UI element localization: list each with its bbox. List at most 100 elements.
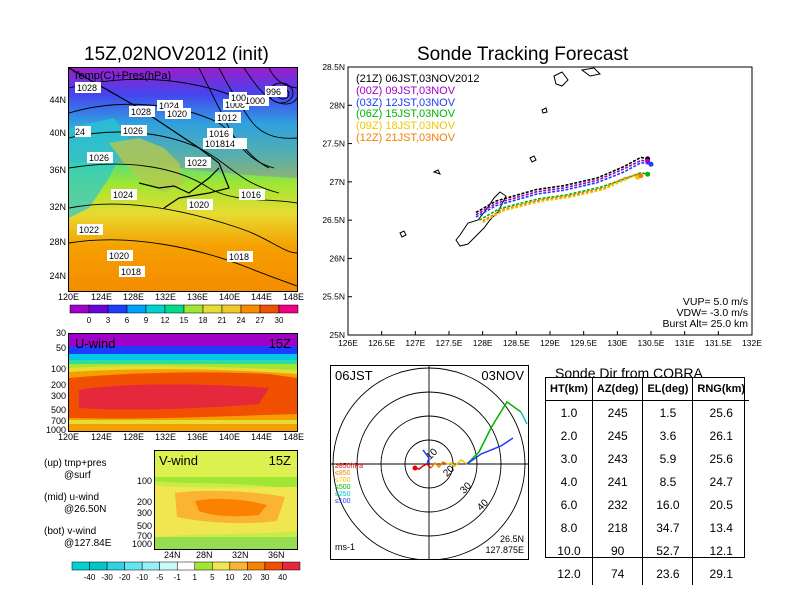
table-cell: 4.0 <box>560 474 578 489</box>
table-cell: 3.6 <box>642 424 693 447</box>
left-map-xticks: 120E 124E 128E 132E 136E 140E 144E 148E <box>58 292 305 302</box>
table-cell: 6.0 <box>560 497 578 512</box>
polar-level-legend: ≥850hPa ≤850 ≤700 ≤500 ≤250 ≤100 <box>335 463 363 505</box>
sonde-table-header: HT(km) AZ(deg) EL(deg) RNG(km) <box>546 378 750 401</box>
y-tick-label: 25N <box>329 330 345 340</box>
colorbar-swatch <box>212 561 231 571</box>
table-cell: 8.5 <box>642 470 693 493</box>
svg-text:1016: 1016 <box>209 129 229 139</box>
table-cell: 90 <box>591 539 643 562</box>
tracking-title: Sonde Tracking Forecast <box>417 44 629 65</box>
colorbar-swatch <box>183 304 204 314</box>
colorbar-swatch <box>88 304 109 314</box>
colorbar-swatch <box>141 561 160 571</box>
svg-text:14: 14 <box>225 139 235 149</box>
svg-text:1012: 1012 <box>217 113 237 123</box>
x-tick-label: 129E <box>540 338 560 348</box>
table-cell: 25.6 <box>692 400 750 424</box>
legend-06z: (06Z) 15JST,03NOV <box>356 108 456 121</box>
polar-date: 03NOV <box>481 368 524 383</box>
colorbar-label: 40 <box>278 573 287 582</box>
colorbar-swatch <box>264 561 283 571</box>
colorbar-swatch <box>159 561 178 571</box>
x-tick-label: 128E <box>473 338 493 348</box>
table-cell: 52.7 <box>642 539 693 562</box>
temperature-pressure-map-svg: 1028 24 1028 1024 1020 1026 1026 1024 10… <box>69 68 297 291</box>
u-wind-time: 15Z <box>268 336 291 351</box>
table-cell: 243 <box>591 447 643 470</box>
sonde-table: HT(km) AZ(deg) EL(deg) RNG(km) 1.0 245 1.5… <box>545 377 750 585</box>
x-tick-label: 129.5E <box>570 338 597 348</box>
track-series-line <box>482 174 638 224</box>
x-tick-label: 130E <box>607 338 627 348</box>
table-cell: 5.9 <box>642 447 693 470</box>
table-row: 8.0 218 34.7 13.4 <box>546 516 750 539</box>
table-cell: 8.0 <box>560 520 578 535</box>
polar-lon: 127.875E <box>485 545 524 555</box>
polar-time: 06JST <box>335 368 373 383</box>
table-cell: 245 <box>591 424 643 447</box>
colorbar-swatch <box>124 561 143 571</box>
x-tick-label: 131E <box>675 338 695 348</box>
colorbar-label: -40 <box>84 573 96 582</box>
x-tick-label: 128.5E <box>503 338 530 348</box>
colorbar-label: 0 <box>87 316 92 325</box>
table-row: 6.0 232 16.0 20.5 <box>546 493 750 516</box>
temperature-colorbar: 0 3 6 9 12 15 18 21 24 27 30 <box>69 304 299 325</box>
svg-text:1020: 1020 <box>189 200 209 210</box>
colorbar-label: 5 <box>210 573 215 582</box>
colorbar-label: -30 <box>101 573 113 582</box>
colorbar-label: 18 <box>199 316 208 325</box>
table-row: 3.0 243 5.9 25.6 <box>546 447 750 470</box>
colorbar-swatch <box>126 304 147 314</box>
legend-12z: (12Z) 21JST,03NOV <box>356 131 456 144</box>
track-series-line <box>482 173 642 222</box>
track-end-point <box>645 171 651 177</box>
colorbar-swatch <box>145 304 166 314</box>
svg-text:1026: 1026 <box>123 126 143 136</box>
colorbar-label: 6 <box>125 316 130 325</box>
x-tick-label: 130.5E <box>638 338 665 348</box>
v-wind-label: V-wind <box>159 453 199 468</box>
colorbar-swatch <box>278 304 299 314</box>
svg-text:1024: 1024 <box>113 190 133 200</box>
colorbar-label: 1 <box>193 573 198 582</box>
table-cell: 12.0 <box>557 566 581 581</box>
svg-text:1020: 1020 <box>167 109 187 119</box>
v-wind-xticks: 24N 28N 32N 36N <box>164 550 285 560</box>
table-cell: 74 <box>591 562 643 585</box>
legend-09z: (09Z) 18JST,03NOV <box>356 120 456 133</box>
colorbar-swatch <box>282 561 301 571</box>
table-cell: 26.1 <box>692 424 750 447</box>
colorbar-swatch <box>89 561 108 571</box>
svg-text:1028: 1028 <box>131 107 151 117</box>
colorbar-label: -5 <box>156 573 164 582</box>
colorbar-label: 15 <box>180 316 189 325</box>
temperature-pressure-map: 1028 24 1028 1024 1020 1026 1026 1024 10… <box>68 67 298 292</box>
track-end-point <box>638 173 644 179</box>
track-series-line <box>475 159 648 216</box>
left-map-title: 15Z,02NOV2012 (init) <box>84 44 269 65</box>
x-tick-label: 126E <box>338 338 358 348</box>
colorbar-label: 10 <box>225 573 234 582</box>
table-cell: 25.6 <box>692 447 750 470</box>
colorbar-swatch <box>69 304 90 314</box>
ring-label-40: 40 <box>475 497 491 513</box>
colorbar-swatch <box>194 561 213 571</box>
table-row: 1.0 245 1.5 25.6 <box>546 400 750 424</box>
v-wind-yticks: 100 200 300 500 700 1000 <box>131 476 152 549</box>
colorbar-swatch <box>202 304 223 314</box>
svg-text:1018: 1018 <box>229 252 249 262</box>
u-wind-panel: U-wind 15Z <box>68 333 298 432</box>
colorbar-swatch <box>164 304 185 314</box>
colorbar-swatch <box>71 561 90 571</box>
colorbar-swatch <box>229 561 248 571</box>
y-tick-label: 26N <box>329 253 345 263</box>
colorbar-label: -10 <box>136 573 148 582</box>
u-wind-yticks: 30 50 100 200 300 500 700 1000 <box>45 328 66 435</box>
x-tick-label: 127E <box>405 338 425 348</box>
y-tick-label: 27N <box>329 177 345 187</box>
tracking-map: 126E 126.5E 127E 127.5E 128E 128.5E 129E 129.5E… <box>322 62 762 348</box>
table-cell: 16.0 <box>642 493 693 516</box>
table-cell: 23.6 <box>642 562 693 585</box>
